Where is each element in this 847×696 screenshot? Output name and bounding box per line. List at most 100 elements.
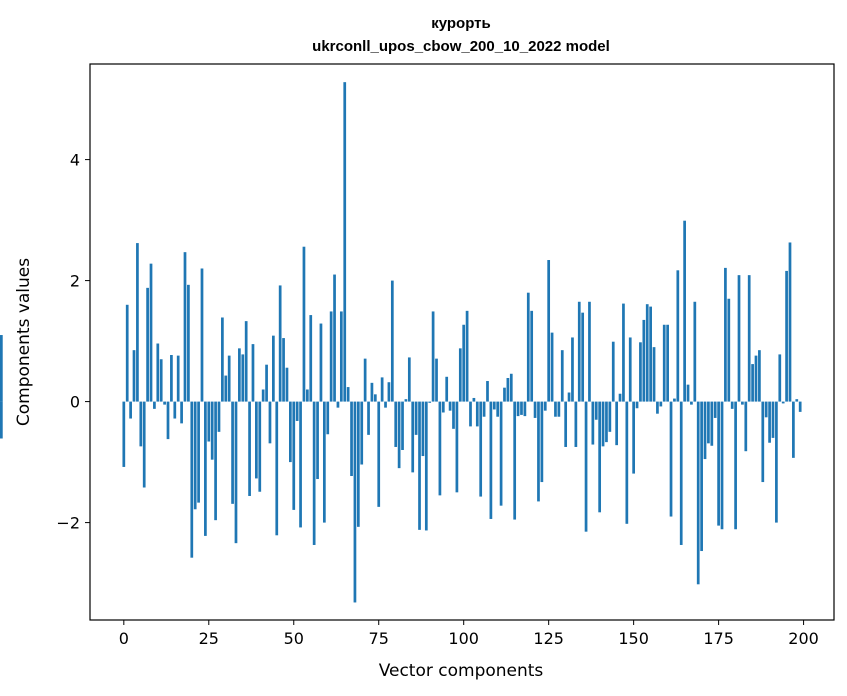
bar (771, 401, 775, 438)
bar (200, 268, 204, 402)
bar (666, 324, 669, 402)
bar (221, 317, 224, 402)
bar (775, 401, 778, 523)
bar (166, 401, 170, 440)
bar (258, 401, 262, 492)
x-tick-label: 25 (199, 629, 219, 648)
bar (278, 285, 282, 402)
bar (645, 304, 649, 402)
bar (407, 357, 411, 402)
bar (132, 350, 136, 402)
bar (540, 401, 544, 483)
bar (295, 401, 299, 421)
bar (139, 401, 143, 447)
bar (322, 401, 326, 523)
bar (438, 401, 442, 496)
bar (187, 284, 190, 402)
bar (421, 401, 425, 457)
x-tick-label: 150 (618, 629, 649, 648)
bar (224, 375, 228, 402)
bar (598, 401, 602, 513)
bar (163, 401, 166, 405)
bar (302, 246, 306, 402)
bar (611, 341, 615, 402)
bar (608, 401, 612, 432)
bar (727, 298, 731, 402)
bar (312, 401, 316, 545)
bar (363, 358, 367, 402)
bar (550, 332, 554, 402)
bar (605, 401, 608, 443)
bar (193, 401, 197, 510)
bar (380, 377, 384, 402)
bar (149, 263, 153, 402)
bar (292, 401, 296, 510)
bar (204, 401, 207, 536)
bar (282, 338, 285, 402)
bar (741, 401, 744, 405)
bar (744, 401, 748, 452)
bar (122, 401, 126, 467)
bar (197, 401, 200, 503)
bar (360, 401, 364, 465)
bar (656, 401, 659, 414)
x-tick-label: 175 (703, 629, 734, 648)
y-tick-label: 4 (70, 151, 80, 170)
bar (377, 401, 381, 507)
bar (537, 401, 540, 502)
bar (479, 401, 483, 497)
bar (272, 335, 275, 402)
bar (618, 393, 622, 402)
bar (560, 350, 564, 402)
bar (251, 344, 255, 402)
bar (506, 377, 510, 402)
bar (387, 382, 391, 402)
bar (350, 401, 353, 477)
bar (431, 311, 435, 402)
bar (190, 401, 194, 558)
bar (758, 350, 761, 402)
bar (679, 401, 683, 545)
bar (673, 398, 676, 402)
bar (129, 401, 132, 419)
bar (384, 401, 387, 408)
bar (730, 401, 734, 409)
bar (622, 303, 625, 402)
bar (234, 401, 238, 544)
bar (180, 401, 183, 424)
bar (227, 355, 231, 402)
x-tick-label: 100 (448, 629, 479, 648)
bar (401, 401, 404, 450)
bar (183, 252, 187, 402)
bar (581, 312, 585, 402)
bar (469, 401, 472, 427)
bar (472, 397, 476, 402)
bar (170, 355, 173, 402)
x-tick-label: 0 (119, 629, 129, 648)
bars-group (0, 82, 802, 603)
bar (326, 401, 330, 435)
bar (509, 373, 513, 402)
bar (683, 220, 686, 402)
bar (635, 401, 639, 409)
bar (530, 310, 534, 402)
bar (319, 323, 323, 402)
bar (435, 358, 438, 402)
bar (747, 275, 751, 402)
bar (441, 401, 445, 413)
bar (523, 401, 527, 417)
bar (299, 401, 302, 528)
bar (642, 319, 646, 402)
bar (343, 82, 347, 402)
bar (390, 280, 394, 402)
y-axis-ticks: −2 0 2 4 (56, 151, 90, 533)
bar (475, 401, 479, 427)
bar (669, 401, 673, 517)
bar (445, 376, 449, 402)
bar (244, 321, 248, 402)
bar (584, 401, 588, 532)
bar (574, 401, 578, 447)
bar (261, 389, 265, 402)
bar (676, 270, 680, 402)
bar (662, 324, 666, 402)
